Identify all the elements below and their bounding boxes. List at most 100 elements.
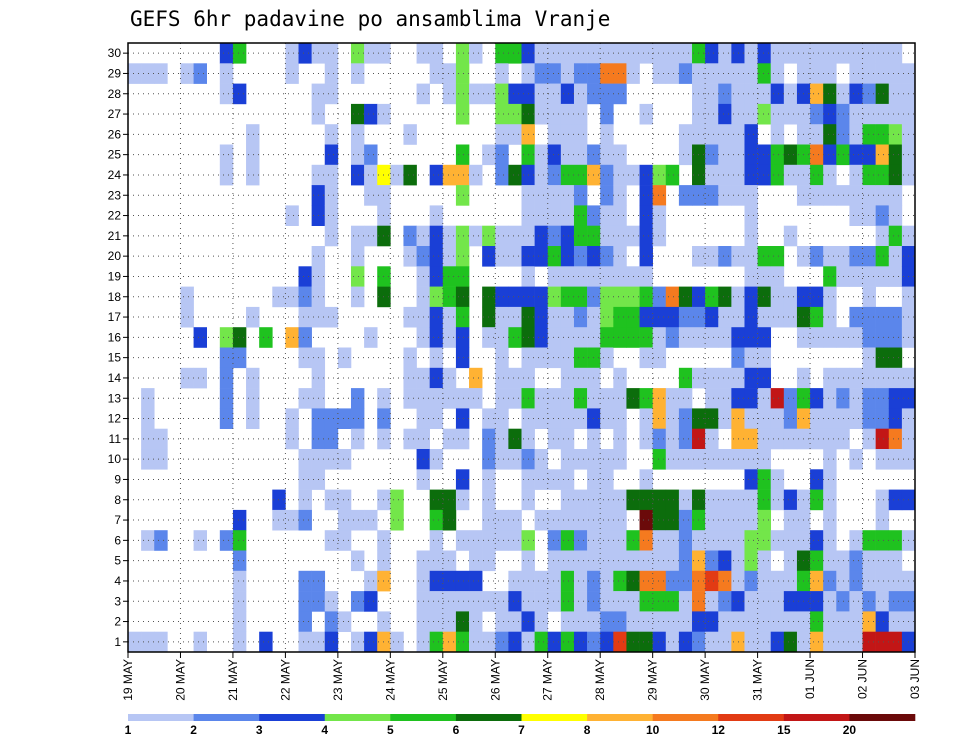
heatmap-cell [560,327,575,348]
heatmap-cell [744,43,758,64]
heatmap-cell [560,246,575,267]
heatmap-cell [849,185,863,206]
heatmap-cell [862,43,876,64]
heatmap-cell [324,185,339,206]
heatmap-cell [573,63,588,84]
heatmap-cell [744,185,758,206]
heatmap-cell [350,63,365,84]
heatmap-cell [324,306,339,328]
heatmap-cell [560,286,575,308]
heatmap-cell [718,327,732,348]
heatmap-cell [639,591,653,612]
heatmap-cell [350,164,365,186]
heatmap-cell [888,550,903,572]
heatmap-cell [560,469,575,490]
heatmap-cell [744,205,758,226]
heatmap-cell [403,367,417,389]
heatmap-cell [324,428,339,450]
heatmap-cell [678,185,693,206]
heatmap-cell [652,530,667,551]
heatmap-cell [888,63,903,84]
heatmap-cell [665,550,680,572]
heatmap-cell [810,185,824,206]
heatmap-cell [403,124,417,145]
heatmap-cell [849,631,863,653]
heatmap-cell [298,489,312,511]
heatmap-cell [547,631,562,653]
heatmap-cell [573,124,588,145]
heatmap-cell [665,611,680,632]
heatmap-cell [560,530,575,551]
heatmap-cell [849,63,863,84]
heatmap-cell [534,225,549,247]
x-tick-label: 30 MAY [698,659,712,701]
heatmap-cell [573,205,588,226]
heatmap-cell [600,266,614,287]
heatmap-cell [665,164,680,186]
heatmap-cell [705,550,719,572]
heatmap-cell [613,225,627,247]
heatmap-cell [639,631,653,653]
heatmap-cell [495,530,509,551]
heatmap-cell [469,367,483,389]
heatmap-cell [744,570,758,592]
x-tick-label: 02 JUN [856,659,870,699]
heatmap-cell [678,550,693,572]
heatmap-cell [652,225,667,247]
heatmap-cell [718,570,732,592]
heatmap-cell [246,367,260,389]
heatmap-cell [324,83,339,105]
heatmap-cell [573,185,588,206]
heatmap-cell [547,225,562,247]
heatmap-cell [757,428,772,450]
heatmap-cell [810,550,824,572]
heatmap-cell [573,408,588,429]
y-tick-label: 15 [108,351,122,365]
heatmap-cell [455,43,470,64]
heatmap-cell [337,449,352,470]
heatmap-cell [285,428,299,450]
heatmap-cell [364,570,378,592]
heatmap-cell [508,83,522,105]
heatmap-cell [469,550,483,572]
heatmap-cell [219,164,234,186]
heatmap-cell [547,550,562,572]
heatmap-cell [534,63,549,84]
gridlines [128,43,916,652]
heatmap-cell [573,449,588,470]
heatmap-cell [429,246,444,267]
heatmap-cell [875,489,890,511]
heatmap-cell [219,347,234,369]
chart-title: GEFS 6hr padavine po ansamblima Vranje [130,7,610,31]
heatmap-cell [862,205,876,226]
heatmap-cell [770,388,785,409]
heatmap-cell [298,327,312,348]
heatmap-cell [324,489,339,511]
heatmap-cell [442,591,457,612]
heatmap-cell [757,631,772,653]
heatmap-cell [718,489,732,511]
y-tick-label: 7 [114,513,121,527]
heatmap-cell [613,246,627,267]
heatmap-cell [757,388,772,409]
heatmap-cell [298,347,312,369]
heatmap-cell [718,631,732,653]
heatmap-cell [678,449,693,470]
heatmap-cell [770,611,785,632]
heatmap-cell [770,530,785,551]
heatmap-cell [678,611,693,632]
heatmap-cell [639,225,653,247]
heatmap-cell [770,266,785,287]
heatmap-cell [455,347,470,369]
heatmap-cell [888,266,903,287]
heatmap-cell [508,449,522,470]
heatmap-cell [823,306,837,328]
heatmap-cell [862,367,876,389]
heatmap-cell [141,449,155,470]
heatmap-cell [219,408,234,429]
heatmap-cell [285,509,299,531]
heatmap-cell [744,428,758,450]
heatmap-cell [705,246,719,267]
heatmap-cell [875,185,890,206]
heatmap-cell [442,489,457,511]
